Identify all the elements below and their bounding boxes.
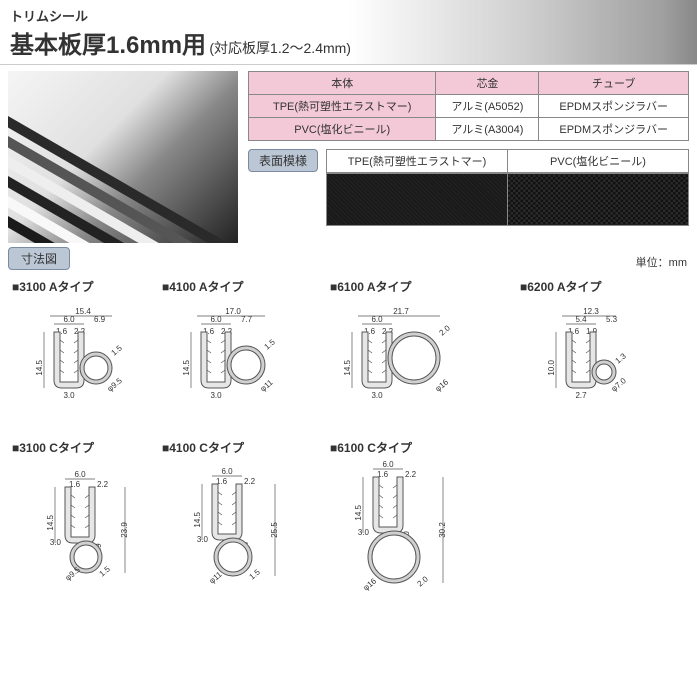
svg-text:2.0: 2.0 xyxy=(416,574,431,588)
figure-drawing: 15.46.06.91.62.214.53.0φ9.51.5 xyxy=(12,297,162,427)
material-table: 本体 芯金 チューブ TPE(熱可塑性エラストマー) アルミ(A5052) EP… xyxy=(248,71,689,141)
svg-text:14.5: 14.5 xyxy=(193,511,202,527)
page-title: 基本板厚1.6mm用 xyxy=(10,25,206,60)
dimensions-label: 寸法図 xyxy=(8,247,70,270)
svg-text:1.3: 1.3 xyxy=(614,351,629,365)
svg-text:6.0: 6.0 xyxy=(221,467,233,476)
figure-drawing: 17.06.07.71.62.214.53.0φ111.5 xyxy=(162,297,312,427)
page-header: トリムシール 基本板厚1.6mm用 (対応板厚1.2～2.4mm) xyxy=(0,0,697,65)
svg-text:2.2: 2.2 xyxy=(97,480,109,489)
figure-title: 4100 Cタイプ xyxy=(162,439,322,456)
svg-text:17.0: 17.0 xyxy=(225,307,241,316)
svg-text:6.0: 6.0 xyxy=(382,460,394,469)
surface-head: TPE(熱可塑性エラストマー) xyxy=(327,150,507,173)
figure-title: 6200 Aタイプ xyxy=(520,278,652,295)
svg-text:14.5: 14.5 xyxy=(35,359,44,375)
svg-text:φ16: φ16 xyxy=(362,576,379,592)
svg-text:2.2: 2.2 xyxy=(244,477,256,486)
svg-text:14.5: 14.5 xyxy=(46,514,55,530)
texture-swatch-pvc xyxy=(508,173,688,225)
product-photo xyxy=(8,71,238,243)
mat-th-body: 本体 xyxy=(249,72,436,95)
svg-text:3.0: 3.0 xyxy=(358,528,370,537)
surface-pattern-row: 表面模様 TPE(熱可塑性エラストマー) PVC(塩化ビニール) xyxy=(248,149,689,226)
svg-text:φ11: φ11 xyxy=(259,378,276,394)
svg-text:14.5: 14.5 xyxy=(182,359,191,375)
svg-text:1.5: 1.5 xyxy=(98,564,113,578)
svg-text:14.5: 14.5 xyxy=(354,504,363,520)
surface-cells: TPE(熱可塑性エラストマー) PVC(塩化ビニール) xyxy=(326,149,689,226)
mat-th-tube: チューブ xyxy=(539,72,689,95)
dimensions-header: 寸法図 単位：mm xyxy=(0,245,697,270)
svg-text:5.3: 5.3 xyxy=(606,315,618,324)
svg-text:3.0: 3.0 xyxy=(371,391,383,400)
dimension-figure: 4100 Aタイプ17.06.07.71.62.214.53.0φ111.5 xyxy=(158,274,326,435)
svg-text:3.0: 3.0 xyxy=(210,391,222,400)
svg-text:2.2: 2.2 xyxy=(405,470,417,479)
figure-title: 4100 Aタイプ xyxy=(162,278,322,295)
mat-cell: TPE(熱可塑性エラストマー) xyxy=(249,95,436,118)
svg-text:6.9: 6.9 xyxy=(94,315,106,324)
svg-text:1.5: 1.5 xyxy=(263,337,278,351)
dimension-figure: 6100 Aタイプ21.76.01.62.214.53.0φ162.0 xyxy=(326,274,516,435)
svg-text:7.7: 7.7 xyxy=(241,315,253,324)
figure-title: 3100 Cタイプ xyxy=(12,439,154,456)
svg-text:3.0: 3.0 xyxy=(63,391,75,400)
dimension-figure: 4100 Cタイプ6.01.62.225.57.714.53.0φ111.5 xyxy=(158,435,326,656)
svg-text:21.7: 21.7 xyxy=(393,307,409,316)
figure-drawing: 21.76.01.62.214.53.0φ162.0 xyxy=(330,297,480,427)
svg-text:2.0: 2.0 xyxy=(438,323,453,337)
svg-text:6.0: 6.0 xyxy=(74,470,86,479)
figure-drawing: 6.01.62.230.210.014.53.0φ162.0 xyxy=(330,458,480,648)
title-note: (対応板厚1.2～2.4mm) xyxy=(209,40,351,56)
mat-cell: EPDMスポンジラバー xyxy=(539,95,689,118)
mat-cell: アルミ(A3004) xyxy=(436,118,539,141)
figure-drawing: 12.35.45.31.61.910.02.7φ7.01.3 xyxy=(520,297,670,427)
surface-cell-tpe: TPE(熱可塑性エラストマー) xyxy=(326,149,508,226)
mat-cell: アルミ(A5052) xyxy=(436,95,539,118)
svg-text:5.4: 5.4 xyxy=(575,315,587,324)
texture-swatch-tpe xyxy=(327,173,507,225)
material-block: 本体 芯金 チューブ TPE(熱可塑性エラストマー) アルミ(A5052) EP… xyxy=(248,71,689,226)
svg-text:10.0: 10.0 xyxy=(547,359,556,375)
dimension-figure: 6200 Aタイプ12.35.45.31.61.910.02.7φ7.01.3 xyxy=(516,274,656,435)
svg-text:23.9: 23.9 xyxy=(120,522,129,538)
mat-cell: PVC(塩化ビニール) xyxy=(249,118,436,141)
dimensions-grid: 3100 Aタイプ15.46.06.91.62.214.53.0φ9.51.54… xyxy=(0,270,697,660)
svg-text:3.0: 3.0 xyxy=(197,535,209,544)
figure-title: 6100 Aタイプ xyxy=(330,278,512,295)
mat-cell: EPDMスポンジラバー xyxy=(539,118,689,141)
svg-text:1.5: 1.5 xyxy=(110,343,125,357)
svg-text:6.0: 6.0 xyxy=(63,315,75,324)
svg-text:15.4: 15.4 xyxy=(75,307,91,316)
figure-drawing: 6.01.62.223.96.914.53.0φ9.51.5 xyxy=(12,458,162,648)
surface-label: 表面模様 xyxy=(248,149,318,172)
figure-title: 3100 Aタイプ xyxy=(12,278,154,295)
mat-th-core: 芯金 xyxy=(436,72,539,95)
dimension-figure: 3100 Aタイプ15.46.06.91.62.214.53.0φ9.51.5 xyxy=(8,274,158,435)
svg-text:25.5: 25.5 xyxy=(270,522,279,538)
svg-text:1.5: 1.5 xyxy=(248,567,263,581)
surface-head: PVC(塩化ビニール) xyxy=(508,150,688,173)
svg-text:3.0: 3.0 xyxy=(50,538,62,547)
svg-text:6.0: 6.0 xyxy=(210,315,222,324)
unit-label: 単位：mm xyxy=(636,254,687,270)
surface-cell-pvc: PVC(塩化ビニール) xyxy=(508,149,689,226)
svg-text:6.0: 6.0 xyxy=(371,315,383,324)
category-label: トリムシール xyxy=(10,6,687,25)
svg-text:φ16: φ16 xyxy=(434,377,451,393)
svg-text:14.5: 14.5 xyxy=(343,359,352,375)
figure-drawing: 6.01.62.225.57.714.53.0φ111.5 xyxy=(162,458,312,648)
top-section: 本体 芯金 チューブ TPE(熱可塑性エラストマー) アルミ(A5052) EP… xyxy=(0,65,697,245)
dimension-figure: 6100 Cタイプ6.01.62.230.210.014.53.0φ162.0 xyxy=(326,435,516,656)
figure-title: 6100 Cタイプ xyxy=(330,439,512,456)
svg-text:30.2: 30.2 xyxy=(438,522,447,538)
dimension-figure: 3100 Cタイプ6.01.62.223.96.914.53.0φ9.51.5 xyxy=(8,435,158,656)
svg-text:2.7: 2.7 xyxy=(575,391,587,400)
